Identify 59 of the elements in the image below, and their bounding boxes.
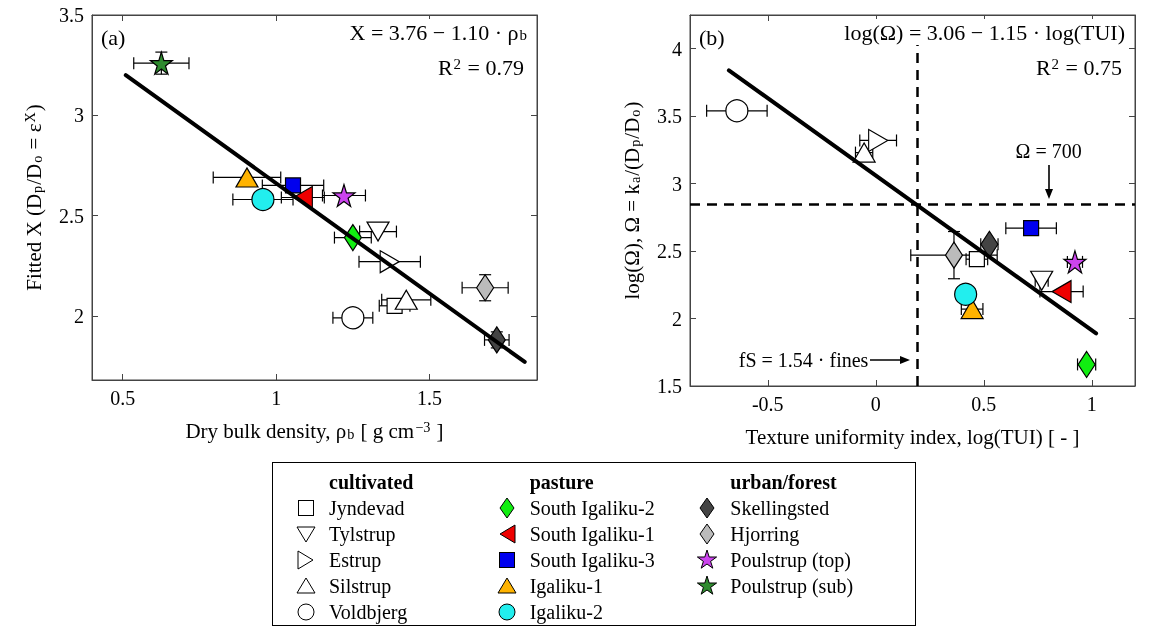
text: (b) bbox=[699, 24, 725, 50]
point bbox=[235, 167, 259, 188]
legend-label: Poulstrup (sub) bbox=[730, 574, 854, 598]
text: pasture bbox=[529, 470, 595, 495]
legend-label: South Igaliku-1 bbox=[529, 522, 655, 546]
x-tick-label: 1.5 bbox=[417, 387, 443, 409]
y-tick-label: 2 bbox=[672, 307, 682, 330]
legend-label: Jyndevad bbox=[329, 496, 405, 520]
legend-label: Tylstrup bbox=[329, 522, 396, 546]
y-tick-label: 3.5 bbox=[657, 105, 682, 128]
point bbox=[149, 51, 173, 75]
legend-label: Igaliku-1 bbox=[529, 574, 603, 598]
y-tick-label: 3 bbox=[672, 172, 682, 195]
legend-label: South Igaliku-2 bbox=[529, 496, 655, 520]
y-tick-label: 2 bbox=[74, 304, 84, 327]
chart-title: (a) bbox=[101, 24, 126, 50]
legend-label: South Igaliku-3 bbox=[529, 548, 655, 572]
point bbox=[1063, 250, 1087, 274]
y-axis-title: log(Ω), Ω = ka/(Dp/Do) bbox=[619, 101, 644, 300]
point bbox=[954, 282, 978, 306]
y-tick-label: 2.5 bbox=[657, 240, 682, 263]
x-tick-label: 0.5 bbox=[971, 393, 997, 415]
chart-subtitle: X = 3.76 − 1.10 · ρb bbox=[349, 19, 528, 45]
legend-label: Skellingsted bbox=[730, 496, 830, 520]
point bbox=[341, 306, 365, 330]
x-tick-label: 1 bbox=[271, 387, 282, 409]
point bbox=[1030, 270, 1054, 291]
chart-subtitle: log(Ω) = 3.06 − 1.15 · log(TUI) bbox=[844, 19, 1125, 45]
legend-label: Estrup bbox=[329, 548, 382, 572]
point bbox=[251, 187, 275, 212]
y-axis-title: Fitted X (Dp/Do = εX) bbox=[21, 104, 46, 291]
annotation: fS = 1.54 · fines bbox=[738, 349, 869, 372]
y-tick-label: 2.5 bbox=[59, 204, 84, 227]
point bbox=[332, 183, 356, 208]
point bbox=[1051, 279, 1072, 304]
point bbox=[1022, 220, 1040, 237]
text: urban/forest bbox=[730, 470, 838, 495]
point bbox=[944, 241, 964, 269]
legend-label: Silstrup bbox=[329, 574, 392, 598]
legend-label: Hjorring bbox=[730, 522, 800, 546]
annotation: Ω = 700 bbox=[1015, 139, 1082, 162]
y-tick-label: 3 bbox=[74, 104, 84, 127]
legend-label: Poulstrup (top) bbox=[730, 548, 851, 572]
point bbox=[968, 251, 985, 268]
x-tick-label: 0 bbox=[870, 393, 881, 415]
point bbox=[394, 289, 418, 310]
legend-label: Voldbjerg bbox=[329, 600, 408, 624]
y-tick-label: 4 bbox=[672, 37, 682, 60]
x-tick-label: 0.5 bbox=[110, 387, 136, 409]
legend-label: Igaliku-2 bbox=[529, 600, 603, 624]
text: cultivated bbox=[329, 470, 415, 495]
point bbox=[725, 99, 749, 123]
x-axis-title: Texture uniformity index, log(TUI) [ - ] bbox=[745, 424, 1080, 449]
point bbox=[868, 128, 889, 153]
point bbox=[284, 177, 302, 194]
point bbox=[366, 221, 390, 242]
x-tick-label: 1 bbox=[1086, 393, 1097, 415]
y-tick-label: 3.5 bbox=[59, 4, 84, 26]
x-tick-label: -0.5 bbox=[751, 393, 784, 415]
